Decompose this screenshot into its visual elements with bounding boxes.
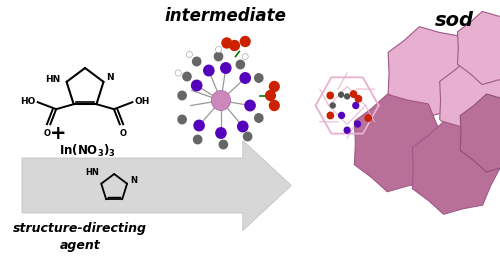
Circle shape [270, 81, 279, 91]
Circle shape [270, 101, 279, 110]
Polygon shape [412, 122, 500, 214]
Circle shape [254, 74, 263, 82]
Polygon shape [460, 94, 500, 172]
Circle shape [365, 115, 372, 121]
Text: sod: sod [434, 11, 474, 30]
Circle shape [344, 127, 350, 133]
Text: HN: HN [85, 168, 99, 177]
Circle shape [219, 140, 228, 149]
Text: HN: HN [45, 75, 60, 84]
Circle shape [194, 120, 204, 131]
Circle shape [178, 91, 186, 100]
Circle shape [186, 51, 192, 58]
Circle shape [204, 65, 214, 76]
Circle shape [353, 103, 358, 108]
Polygon shape [458, 11, 500, 85]
Circle shape [222, 38, 232, 48]
Circle shape [327, 92, 334, 99]
Circle shape [214, 52, 222, 61]
Circle shape [242, 53, 248, 59]
Text: $\mathbf{In(NO_3)_3}$: $\mathbf{In(NO_3)_3}$ [59, 142, 116, 158]
Circle shape [240, 73, 250, 83]
Polygon shape [22, 140, 291, 230]
Circle shape [236, 60, 244, 69]
Circle shape [175, 70, 181, 76]
Circle shape [211, 91, 231, 110]
Circle shape [194, 135, 202, 144]
Circle shape [338, 112, 344, 118]
Text: intermediate: intermediate [165, 6, 286, 24]
Text: HO: HO [20, 97, 36, 106]
Circle shape [354, 121, 360, 127]
Circle shape [240, 36, 250, 46]
Polygon shape [440, 58, 500, 143]
Circle shape [355, 96, 362, 102]
Text: O: O [120, 129, 126, 138]
Text: N: N [130, 176, 137, 185]
Polygon shape [354, 94, 446, 192]
Circle shape [230, 41, 239, 51]
Circle shape [220, 63, 231, 73]
Text: O: O [44, 129, 51, 138]
Circle shape [266, 91, 276, 101]
Circle shape [327, 112, 334, 119]
Polygon shape [388, 27, 476, 119]
Circle shape [330, 103, 335, 108]
Circle shape [338, 92, 344, 97]
Circle shape [245, 100, 255, 111]
Circle shape [244, 132, 252, 141]
Text: N: N [106, 73, 114, 82]
Circle shape [192, 80, 202, 91]
Circle shape [238, 121, 248, 132]
Text: OH: OH [135, 97, 150, 106]
Circle shape [344, 94, 350, 99]
Circle shape [350, 91, 356, 97]
Text: structure-directing
agent: structure-directing agent [13, 222, 147, 252]
Circle shape [192, 57, 201, 66]
Circle shape [216, 128, 226, 138]
Circle shape [254, 114, 263, 122]
Circle shape [216, 46, 222, 53]
Circle shape [178, 115, 186, 124]
Circle shape [183, 72, 191, 81]
Text: +: + [50, 123, 66, 143]
